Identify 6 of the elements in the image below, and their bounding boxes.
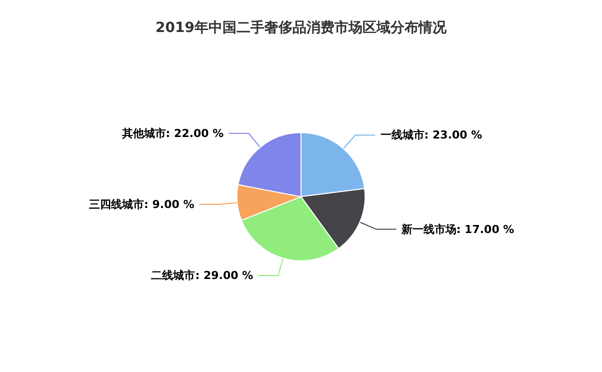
slice-label: 三四线城市: 9.00 %: [89, 198, 194, 211]
slice-label: 新一线市场: 17.00 %: [400, 222, 514, 236]
slice-label: 二线城市: 29.00 %: [151, 269, 254, 282]
chart-title: 2019年中国二手奢侈品消费市场区域分布情况: [156, 19, 448, 36]
slice-label: 一线城市: 23.00 %: [380, 128, 482, 142]
slice-label: 其他城市: 22.00 %: [120, 126, 224, 140]
